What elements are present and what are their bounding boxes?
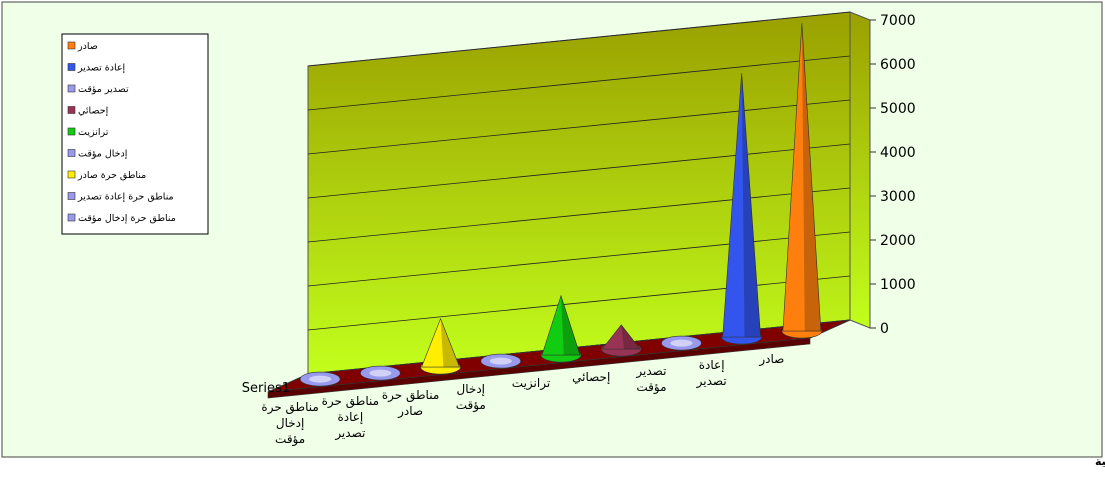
cone-base-highlight bbox=[309, 375, 332, 383]
legend-entry: صادر bbox=[77, 41, 98, 52]
cone-series bbox=[299, 23, 823, 387]
cone-shade bbox=[621, 324, 641, 350]
x-tick-label: صادر bbox=[397, 404, 423, 419]
cone-body bbox=[421, 317, 460, 368]
legend-box bbox=[61, 33, 209, 235]
chart-caption: الموانئ الشمالية bbox=[1095, 455, 1105, 468]
cone-base-highlight bbox=[369, 369, 392, 377]
legend-entry: مناطق حرة إعادة تصدير bbox=[77, 192, 174, 203]
cone-bar bbox=[600, 324, 642, 357]
cone-bar bbox=[360, 365, 401, 381]
legend-swatch bbox=[67, 41, 76, 50]
legend-swatch bbox=[67, 106, 76, 114]
legend-swatch bbox=[67, 63, 76, 71]
cone-bar bbox=[721, 73, 762, 345]
legend-swatch bbox=[67, 127, 76, 136]
x-tick-label: إحصائي bbox=[572, 370, 610, 384]
gridline bbox=[307, 231, 851, 287]
cone-shade bbox=[561, 295, 580, 356]
cone-body bbox=[541, 294, 581, 356]
gridline bbox=[307, 143, 851, 199]
x-tick-label: مناطق حرة bbox=[261, 400, 318, 415]
x-axis: صادرإعادةتصديرتصديرمؤقتإحصائيترانزيتإدخا… bbox=[261, 352, 784, 447]
legend-swatch bbox=[67, 213, 76, 222]
x-tick-label: تصدير bbox=[334, 426, 365, 441]
cone-base-highlight bbox=[670, 339, 693, 347]
chart-walls bbox=[307, 11, 871, 375]
y-tick-label: 2000 bbox=[880, 233, 916, 249]
x-tick-label: إعادة bbox=[699, 358, 725, 372]
x-tick-label: صادر bbox=[758, 352, 784, 367]
cone-bar bbox=[661, 335, 702, 351]
x-tick-label: ترانزيت bbox=[512, 376, 550, 391]
cone-body bbox=[601, 324, 641, 350]
cone-bar bbox=[420, 317, 461, 375]
back-wall bbox=[307, 11, 851, 375]
y-tick-label: 4000 bbox=[880, 145, 916, 161]
y-tick-label: 6000 bbox=[880, 57, 916, 73]
cone-bar bbox=[480, 353, 522, 369]
x-tick-label: تصدير bbox=[696, 374, 727, 389]
cone-shade bbox=[440, 318, 460, 368]
gridline bbox=[307, 11, 851, 67]
cone-base-highlight bbox=[489, 357, 512, 365]
gridline bbox=[307, 99, 851, 155]
x-tick-label: إدخال bbox=[457, 382, 485, 396]
x-tick-label: إدخال bbox=[276, 416, 304, 430]
legend-entry: مناطق حرة صادر bbox=[77, 170, 146, 181]
x-tick-label: مناطق حرة bbox=[322, 394, 379, 409]
cone-bar bbox=[781, 23, 823, 339]
y-tick-label: 3000 bbox=[880, 189, 916, 205]
legend-swatch bbox=[67, 149, 76, 157]
legend-swatch bbox=[67, 84, 76, 93]
cone-body bbox=[722, 73, 761, 338]
cone-shade bbox=[801, 23, 821, 332]
gridline bbox=[307, 275, 851, 331]
legend-entry: إعادة تصدير bbox=[77, 63, 126, 74]
x-tick-label: إعادة bbox=[337, 410, 363, 424]
legend: صادر إعادة تصدير تصدير مؤقت إحصائي ترانزيت إد… bbox=[61, 33, 209, 235]
x-tick-label: مؤقت bbox=[456, 398, 486, 413]
cone-body bbox=[782, 23, 822, 332]
legend-entry: إحصائي bbox=[78, 106, 109, 117]
legend-swatch bbox=[67, 170, 76, 179]
y-tick-label: 7000 bbox=[880, 13, 916, 29]
cone-shade bbox=[741, 73, 761, 338]
legend-entry: ترانزيت bbox=[78, 127, 109, 138]
floor-front-edge bbox=[267, 337, 811, 399]
side-wall bbox=[849, 11, 871, 329]
gridline bbox=[307, 55, 851, 111]
legend-entry: تصدير مؤقت bbox=[78, 84, 129, 95]
y-axis: 0 1000 2000 3000 4000 5000 6000 7000 bbox=[870, 13, 916, 337]
legend-entry: إدخال مؤقت bbox=[78, 149, 128, 160]
x-tick-label: مؤقت bbox=[275, 432, 305, 447]
y-tick-label: 5000 bbox=[880, 101, 916, 117]
x-tick-label: مؤقت bbox=[636, 380, 666, 395]
y-tick-label: 0 bbox=[880, 321, 889, 337]
legend-swatch bbox=[67, 192, 76, 200]
y-tick-label: 1000 bbox=[880, 277, 916, 293]
cone-bar bbox=[299, 371, 341, 387]
cone-bar bbox=[540, 294, 582, 363]
gridline bbox=[307, 187, 851, 243]
x-tick-label: مناطق حرة bbox=[382, 388, 439, 403]
series-name-label: Series1 bbox=[242, 381, 290, 396]
legend-entry: مناطق حرة إدخال مؤقت bbox=[78, 213, 176, 224]
x-tick-label: تصدير bbox=[635, 364, 666, 379]
